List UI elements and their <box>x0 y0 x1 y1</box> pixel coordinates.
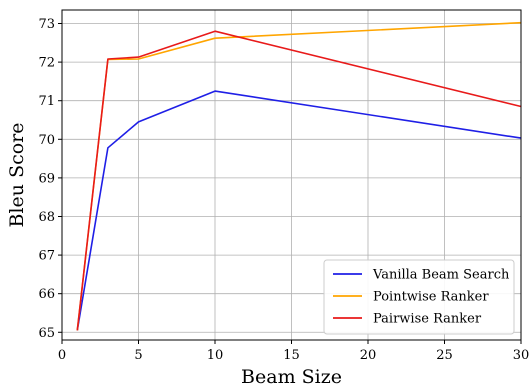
x-tick-label: 0 <box>58 348 66 363</box>
grid <box>61 10 522 340</box>
y-tick-label: 70 <box>38 133 55 148</box>
y-tick-label: 69 <box>38 171 55 186</box>
legend-label: Pointwise Ranker <box>373 290 489 305</box>
x-tick-label: 15 <box>283 348 300 363</box>
x-tick-label: 30 <box>513 348 529 363</box>
y-tick-label: 65 <box>38 326 55 341</box>
x-tick-label: 25 <box>436 348 453 363</box>
y-axis-title: Bleu Score <box>6 123 28 228</box>
ticks: 0 5 10 15 20 25 30 65 66 67 68 69 70 71 72 73 <box>38 17 529 363</box>
x-axis-title: Beam Size <box>241 366 342 387</box>
y-tick-label: 73 <box>38 17 55 32</box>
y-tick-label: 72 <box>38 56 55 71</box>
legend-label: Vanilla Beam Search <box>372 268 510 283</box>
y-tick-label: 66 <box>38 287 55 302</box>
y-tick-label: 68 <box>38 210 55 225</box>
series-line-0 <box>76 90 522 331</box>
series-line-2 <box>76 30 522 331</box>
legend: Vanilla Beam Search Pointwise Ranker Pairw… <box>323 259 515 335</box>
legend-box <box>323 259 515 335</box>
legend-label: Pairwise Ranker <box>373 312 482 327</box>
x-tick-label: 5 <box>134 348 142 363</box>
x-tick-label: 20 <box>360 348 377 363</box>
y-tick-label: 67 <box>38 249 55 264</box>
x-tick-label: 10 <box>207 348 224 363</box>
series-group <box>76 21 522 331</box>
y-tick-label: 71 <box>38 94 55 109</box>
